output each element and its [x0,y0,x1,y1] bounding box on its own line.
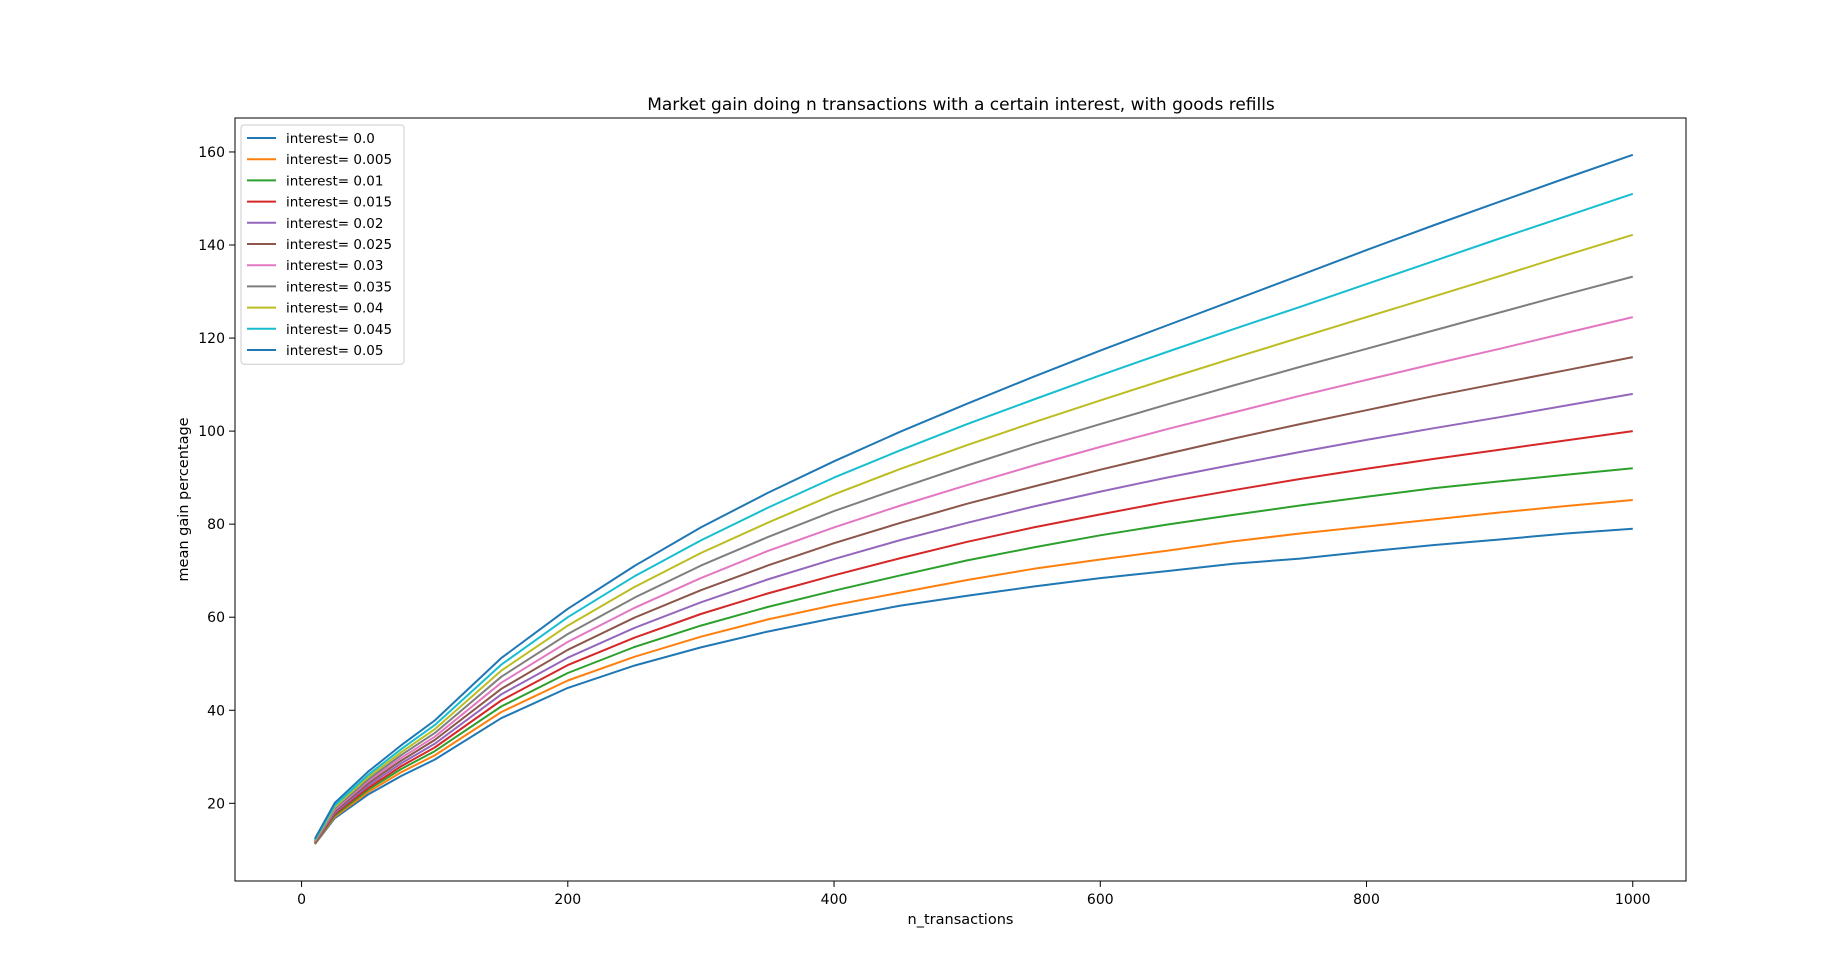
series-line-3 [314,430,1633,844]
legend-label-9: interest= 0.045 [286,322,392,338]
y-axis-label: mean gain percentage [176,417,192,581]
x-tick-label: 0 [297,892,306,908]
x-tick-label: 600 [1087,892,1114,908]
legend-label-10: interest= 0.05 [286,343,383,359]
legend-label-2: interest= 0.01 [286,173,383,189]
series-line-7 [314,275,1634,842]
y-tick-label: 80 [207,517,225,533]
series-line-6 [314,316,1634,843]
y-tick-label: 100 [198,424,225,440]
y-tick-label: 60 [207,610,225,626]
legend-label-6: interest= 0.03 [286,258,383,274]
legend-label-5: interest= 0.025 [286,237,392,253]
series-line-9 [314,192,1634,841]
legend-label-1: interest= 0.005 [286,152,392,168]
y-tick-label: 140 [198,238,225,254]
x-tick-label: 1000 [1615,892,1651,908]
legend-box [240,124,405,365]
series-line-1 [314,499,1633,845]
series-line-0 [314,527,1633,845]
x-tick-label: 800 [1353,892,1380,908]
plot-area [314,153,1634,845]
series-line-4 [314,392,1633,843]
legend-label-8: interest= 0.04 [286,301,383,317]
legend-label-7: interest= 0.035 [286,279,392,295]
legend: interest= 0.0 interest= 0.005 interest= 0.… [240,124,405,365]
series-line-10 [314,153,1634,840]
series-line-5 [314,356,1633,843]
legend-label-4: interest= 0.02 [286,216,383,232]
x-axis-label: n_transactions [908,912,1014,928]
x-tick-label: 400 [821,892,848,908]
y-tick-label: 160 [198,145,225,161]
x-tick-label: 200 [554,892,581,908]
axes: 0 200 400 600 800 1000 20 40 60 80 100 120 140 160 [198,145,1650,908]
series-line-8 [314,233,1634,842]
y-tick-label: 120 [198,331,225,347]
series-line-2 [314,467,1633,844]
y-tick-label: 20 [207,796,225,812]
legend-label-3: interest= 0.015 [286,195,392,211]
chart-title: Market gain doing n transactions with a … [647,95,1275,115]
y-tick-label: 40 [207,703,225,719]
axes-frame [234,117,1687,882]
legend-label-0: interest= 0.0 [286,131,375,147]
